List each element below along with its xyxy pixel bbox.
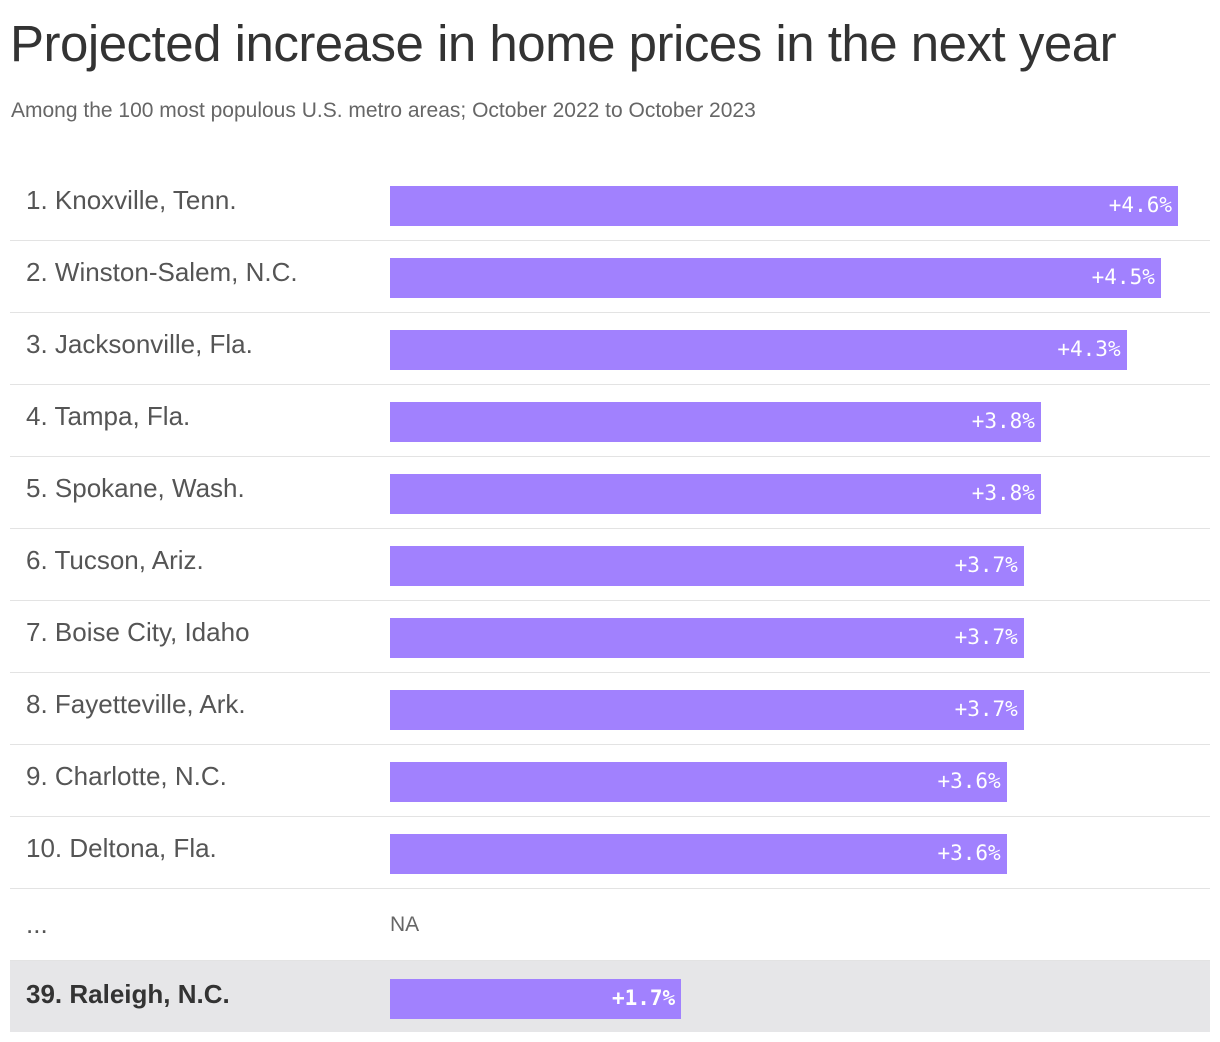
bar: +4.6% [390, 186, 1178, 226]
category-label: 2. Winston-Salem, N.C. [26, 257, 298, 287]
category-label: 4. Tampa, Fla. [26, 401, 191, 431]
bar: +3.7% [390, 690, 1024, 730]
data-label: +3.6% [937, 841, 1001, 865]
category-label: 8. Fayetteville, Ark. [26, 689, 246, 719]
data-label: +4.6% [1108, 193, 1172, 217]
bar: +4.3% [390, 330, 1127, 370]
chart-subtitle: Among the 100 most populous U.S. metro a… [11, 99, 756, 122]
bar: +1.7% [390, 979, 682, 1019]
bar: +3.8% [390, 474, 1041, 514]
data-label: +3.7% [954, 553, 1018, 577]
data-label: +3.6% [937, 769, 1001, 793]
bar-row: ... NA [10, 889, 1210, 961]
chart-title: Projected increase in home prices in the… [10, 15, 1117, 72]
bar: +3.6% [390, 762, 1007, 802]
bar-row: 10. Deltona, Fla. +3.6% [10, 817, 1210, 889]
category-label: 7. Boise City, Idaho [26, 617, 250, 647]
data-label: +3.7% [954, 697, 1018, 721]
category-label: 6. Tucson, Ariz. [26, 545, 204, 575]
bar-chart-rows: 1. Knoxville, Tenn. +4.6% 2. Winston-Salem… [10, 169, 1210, 1032]
bar-row: 1. Knoxville, Tenn. +4.6% [10, 169, 1210, 241]
bar-row: 39. Raleigh, N.C. +1.7% [10, 961, 1210, 1032]
data-label: +3.7% [954, 625, 1018, 649]
category-label: ... [26, 909, 48, 939]
bar-row: 6. Tucson, Ariz. +3.7% [10, 529, 1210, 601]
bar-row: 2. Winston-Salem, N.C. +4.5% [10, 241, 1210, 313]
bar: +3.8% [390, 402, 1041, 442]
bar: +3.6% [390, 834, 1007, 874]
bar-row: 7. Boise City, Idaho +3.7% [10, 601, 1210, 673]
data-label: +4.5% [1091, 265, 1155, 289]
category-label: 3. Jacksonville, Fla. [26, 329, 253, 359]
category-label: 5. Spokane, Wash. [26, 473, 245, 503]
bar-row: 4. Tampa, Fla. +3.8% [10, 385, 1210, 457]
bar-row: 9. Charlotte, N.C. +3.6% [10, 745, 1210, 817]
data-label: +4.3% [1057, 337, 1121, 361]
data-label: +1.7% [611, 986, 676, 1010]
bar: +4.5% [390, 258, 1161, 298]
category-label: 39. Raleigh, N.C. [26, 979, 230, 1009]
bar-row: 8. Fayetteville, Ark. +3.7% [10, 673, 1210, 745]
na-label: NA [390, 913, 420, 936]
bar: +3.7% [390, 618, 1024, 658]
bar-row: 3. Jacksonville, Fla. +4.3% [10, 313, 1210, 385]
bar: +3.7% [390, 546, 1024, 586]
category-label: 9. Charlotte, N.C. [26, 761, 227, 791]
category-label: 10. Deltona, Fla. [26, 833, 217, 863]
data-label: +3.8% [971, 481, 1035, 505]
category-label: 1. Knoxville, Tenn. [26, 185, 237, 215]
bar-row: 5. Spokane, Wash. +3.8% [10, 457, 1210, 529]
data-label: +3.8% [971, 409, 1035, 433]
